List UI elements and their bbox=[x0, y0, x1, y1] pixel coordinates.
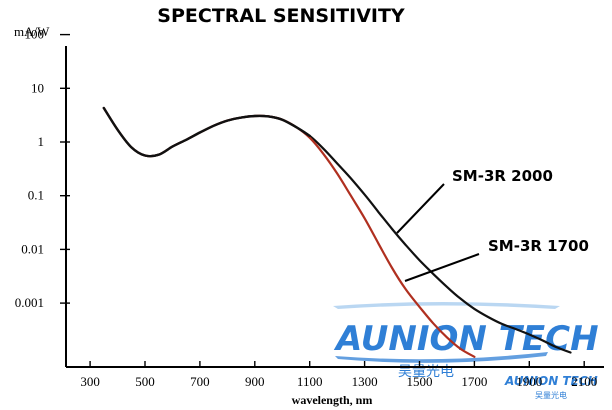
annotation-leader-sm-3r-1700 bbox=[404, 253, 480, 282]
x-axis-label: wavelength, nm bbox=[292, 393, 373, 407]
x-tick-label: 300 bbox=[80, 374, 100, 389]
watermark-swoosh-bottom bbox=[335, 352, 548, 363]
watermark-small-logo-text: AUNION TECH bbox=[504, 374, 598, 388]
watermark-swoosh-top bbox=[333, 302, 560, 309]
x-tick-label: 1700 bbox=[461, 374, 487, 389]
series-group bbox=[102, 106, 572, 358]
y-ticks: 100 10 1 0.1 0.01 0.001 bbox=[15, 27, 70, 310]
x-tick-label: 1500 bbox=[407, 374, 433, 389]
y-tick-label: 100 bbox=[25, 27, 45, 42]
y-tick-label: 1 bbox=[38, 134, 45, 149]
x-ticks: 300 500 700 900 1100 1300 1500 1700 1900 2100 bbox=[80, 361, 597, 389]
series-label-sm-3r-1700: SM-3R 1700 bbox=[488, 237, 589, 255]
x-tick-label: 1100 bbox=[297, 374, 323, 389]
y-tick-label: 0.01 bbox=[21, 241, 44, 256]
annotations: SM-3R 2000 SM-3R 1700 bbox=[396, 167, 589, 282]
x-tick-label: 500 bbox=[135, 374, 155, 389]
x-tick-label: 1900 bbox=[516, 374, 542, 389]
x-tick-label: 1300 bbox=[352, 374, 378, 389]
series-label-sm-3r-2000: SM-3R 2000 bbox=[452, 167, 553, 185]
x-tick-label: 700 bbox=[190, 374, 210, 389]
x-tick-label: 900 bbox=[245, 374, 265, 389]
watermark-small-chinese-text: 吴量光电 bbox=[535, 390, 567, 400]
y-axis-label: mA/W bbox=[14, 24, 50, 39]
y-tick-label: 0.001 bbox=[15, 295, 44, 310]
series-line-shared-segment bbox=[102, 106, 311, 158]
x-tick-label: 2100 bbox=[571, 374, 597, 389]
annotation-leader-sm-3r-2000 bbox=[396, 183, 445, 234]
chart-title: SPECTRAL SENSITIVITY bbox=[157, 5, 405, 27]
y-tick-label: 0.1 bbox=[28, 188, 44, 203]
y-tick-label: 10 bbox=[31, 80, 44, 95]
